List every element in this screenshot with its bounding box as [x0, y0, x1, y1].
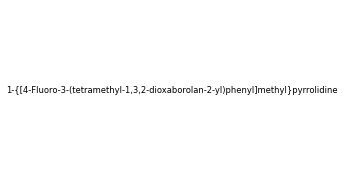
Text: 1-{[4-Fluoro-3-(tetramethyl-1,3,2-dioxaborolan-2-yl)phenyl]methyl}pyrrolidine: 1-{[4-Fluoro-3-(tetramethyl-1,3,2-dioxab…: [6, 86, 338, 94]
